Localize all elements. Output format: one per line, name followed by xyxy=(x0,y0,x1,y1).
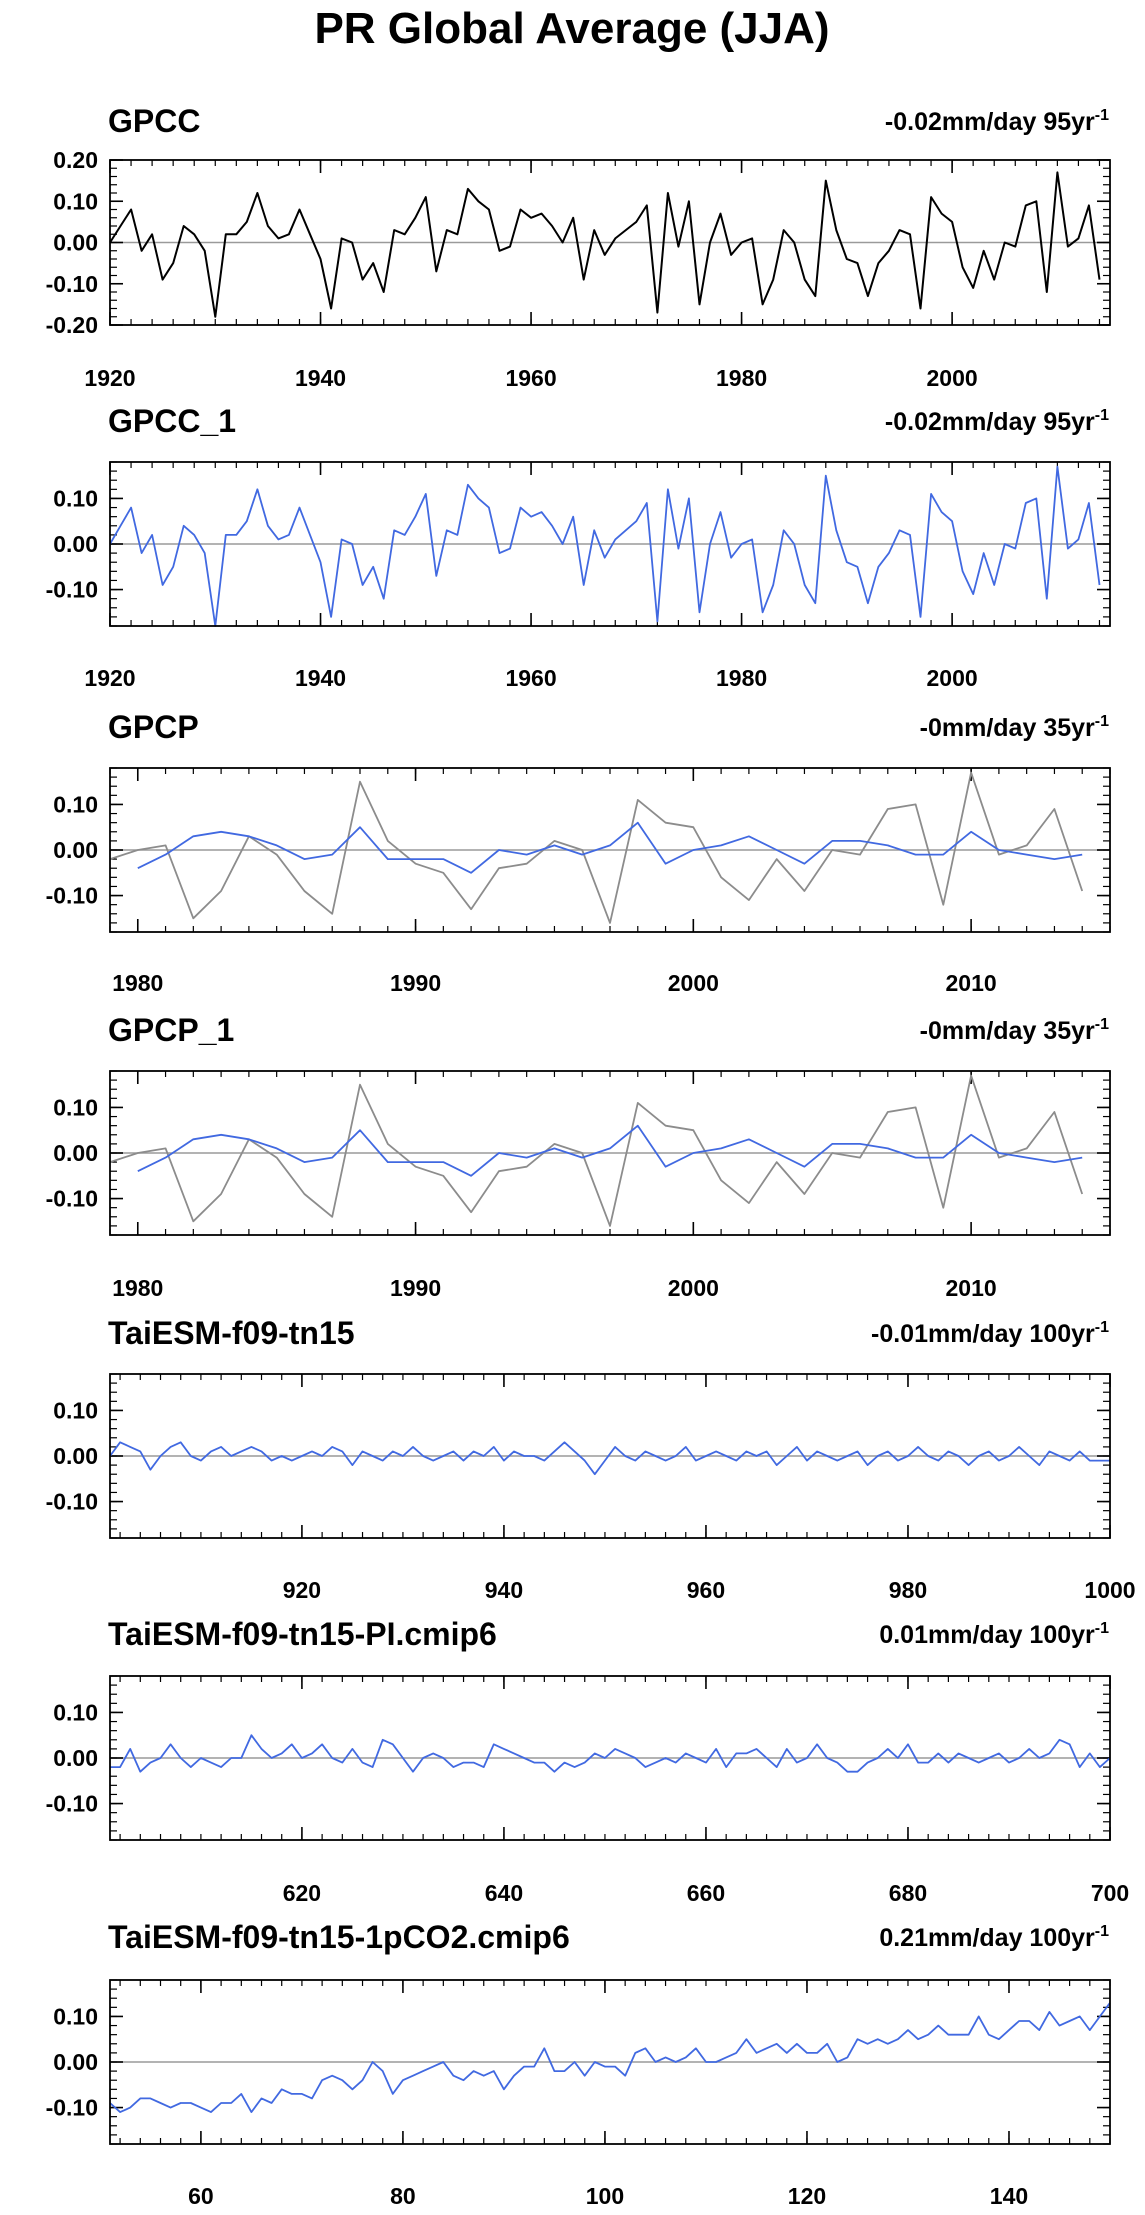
x-tick-label: 620 xyxy=(283,1880,321,1906)
x-tick-label: 80 xyxy=(390,2183,416,2209)
x-tick-label: 1990 xyxy=(390,1275,441,1301)
y-tick-label: 0.10 xyxy=(53,1397,98,1423)
panel-title: GPCP xyxy=(108,709,199,745)
panel-7: TaiESM-f09-tn15-1pCO2.cmip6 0.21mm/day 10… xyxy=(46,1919,1111,2209)
series-line-1 xyxy=(109,771,1084,924)
x-tick-label: 1960 xyxy=(505,665,556,691)
x-tick-label: 1980 xyxy=(112,1275,163,1301)
x-tick-label: 980 xyxy=(889,1577,927,1603)
x-tick-label: 120 xyxy=(788,2183,826,2209)
trend-label: 0.01mm/day 100yr-1 xyxy=(879,1620,1109,1649)
series-line-1 xyxy=(109,171,1101,318)
x-tick-label: 60 xyxy=(188,2183,214,2209)
x-tick-label: 1940 xyxy=(295,365,346,391)
x-tick-label: 940 xyxy=(485,1577,523,1603)
x-tick-label: 2000 xyxy=(668,1275,719,1301)
x-tick-label: 2000 xyxy=(668,970,719,996)
x-tick-label: 1990 xyxy=(390,970,441,996)
y-tick-label: 0.10 xyxy=(53,1094,98,1120)
plot-frame xyxy=(109,461,1111,627)
trend-label: -0.02mm/day 95yr-1 xyxy=(885,107,1109,136)
x-tick-label: 960 xyxy=(687,1577,725,1603)
series-line-1 xyxy=(109,1441,1110,1476)
y-tick-label: 0.00 xyxy=(53,2049,98,2075)
panel-title: TaiESM-f09-tn15-1pCO2.cmip6 xyxy=(108,1919,570,1955)
panel-title: GPCC xyxy=(108,103,200,139)
trend-label: 0.21mm/day 100yr-1 xyxy=(879,1923,1109,1952)
x-tick-label: 1960 xyxy=(505,365,556,391)
x-tick-label: 1940 xyxy=(295,665,346,691)
series-line-2 xyxy=(137,1124,1083,1177)
y-tick-label: 0.00 xyxy=(53,230,98,256)
plot-frame xyxy=(109,1979,1111,2145)
plot-frame xyxy=(109,1373,1111,1539)
panel-6: TaiESM-f09-tn15-PI.cmip6 0.01mm/day 100yr… xyxy=(46,1616,1130,1906)
panel-title: GPCP_1 xyxy=(108,1012,234,1048)
x-tick-label: 680 xyxy=(889,1880,927,1906)
plot-frame xyxy=(109,767,1111,933)
y-tick-label: -0.10 xyxy=(46,577,98,603)
y-tick-label: 0.00 xyxy=(53,531,98,557)
x-tick-label: 700 xyxy=(1091,1880,1129,1906)
y-tick-label: 0.00 xyxy=(53,837,98,863)
panel-title: GPCC_1 xyxy=(108,403,236,439)
x-tick-label: 2010 xyxy=(946,970,997,996)
y-tick-label: 0.00 xyxy=(53,1745,98,1771)
series-line-1 xyxy=(109,465,1101,627)
x-tick-label: 1980 xyxy=(716,665,767,691)
y-tick-label: 0.10 xyxy=(53,2003,98,2029)
x-tick-label: 1000 xyxy=(1084,1577,1135,1603)
panel-5: TaiESM-f09-tn15 -0.01mm/day 100yr-1 -0.10 0… xyxy=(46,1315,1136,1603)
x-tick-label: 640 xyxy=(485,1880,523,1906)
x-tick-label: 100 xyxy=(586,2183,624,2209)
trend-label: -0.02mm/day 95yr-1 xyxy=(885,407,1109,436)
x-tick-label: 1920 xyxy=(84,665,135,691)
y-tick-label: 0.10 xyxy=(53,1699,98,1725)
x-tick-label: 2000 xyxy=(927,665,978,691)
x-tick-label: 920 xyxy=(283,1577,321,1603)
y-tick-label: 0.10 xyxy=(53,188,98,214)
panel-2: GPCC_1 -0.02mm/day 95yr-1 -0.10 0.00 0.10 192… xyxy=(46,403,1111,691)
panel-1: GPCC -0.02mm/day 95yr-1 -0.20 -0.10 0.00 0.10… xyxy=(46,103,1111,391)
panel-4: GPCP_1 -0mm/day 35yr-1 -0.10 0.00 0.10 1980 19… xyxy=(46,1012,1111,1301)
panel-3: GPCP -0mm/day 35yr-1 -0.10 0.00 0.10 1980 1990… xyxy=(46,709,1111,996)
y-tick-label: -0.10 xyxy=(46,271,98,297)
x-tick-label: 1980 xyxy=(716,365,767,391)
series-line-1 xyxy=(109,2002,1111,2114)
y-tick-label: 0.00 xyxy=(53,1140,98,1166)
y-tick-label: -0.10 xyxy=(46,1186,98,1212)
y-tick-label: -0.10 xyxy=(46,1791,98,1817)
trend-label: -0mm/day 35yr-1 xyxy=(920,713,1109,742)
plot-frame xyxy=(109,1070,1111,1236)
x-tick-label: 2000 xyxy=(927,365,978,391)
x-tick-label: 2010 xyxy=(946,1275,997,1301)
trend-label: -0mm/day 35yr-1 xyxy=(920,1016,1109,1045)
x-tick-label: 1920 xyxy=(84,365,135,391)
y-tick-label: 0.00 xyxy=(53,1443,98,1469)
figure-title: PR Global Average (JJA) xyxy=(314,4,829,53)
series-line-1 xyxy=(109,1074,1084,1227)
panel-title: TaiESM-f09-tn15 xyxy=(108,1315,355,1351)
x-tick-label: 140 xyxy=(990,2183,1028,2209)
x-tick-label: 1980 xyxy=(112,970,163,996)
x-tick-label: 660 xyxy=(687,1880,725,1906)
y-tick-label: -0.10 xyxy=(46,883,98,909)
series-line-1 xyxy=(110,1734,1111,1773)
series-line-2 xyxy=(137,821,1083,874)
y-tick-label: -0.20 xyxy=(46,312,98,338)
plot-frame xyxy=(109,159,1111,326)
panel-title: TaiESM-f09-tn15-PI.cmip6 xyxy=(108,1616,497,1652)
y-tick-label: -0.10 xyxy=(46,2095,98,2121)
plot-frame xyxy=(109,1675,1111,1841)
y-tick-label: 0.20 xyxy=(53,147,98,173)
y-tick-label: -0.10 xyxy=(46,1489,98,1515)
y-tick-label: 0.10 xyxy=(53,791,98,817)
trend-label: -0.01mm/day 100yr-1 xyxy=(871,1319,1109,1348)
y-tick-label: 0.10 xyxy=(53,485,98,511)
